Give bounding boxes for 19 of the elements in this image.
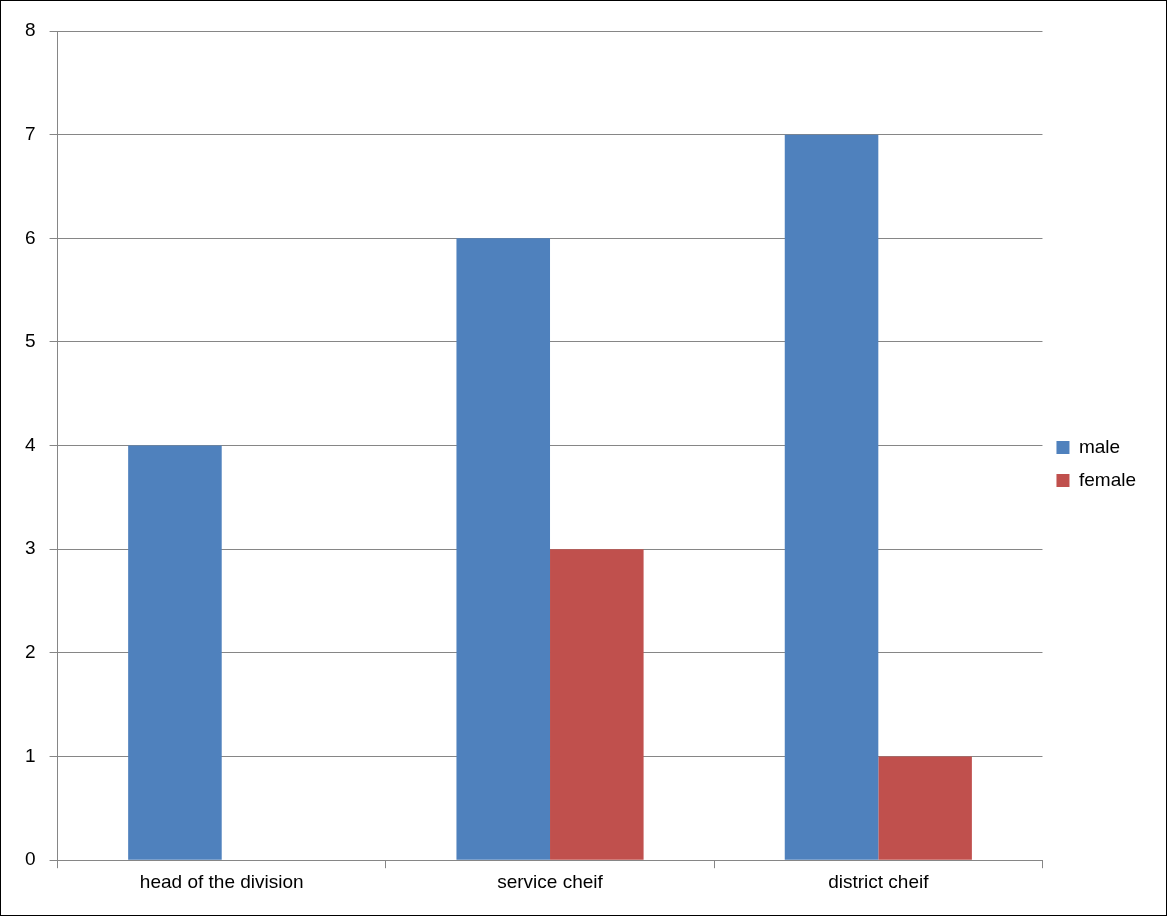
legend-label: female	[1078, 468, 1136, 490]
y-tick-label: 5	[24, 330, 36, 352]
bar	[784, 134, 879, 860]
bar	[878, 756, 972, 860]
bar	[550, 549, 644, 860]
legend-label: male	[1078, 435, 1121, 457]
y-tick-label: 8	[24, 19, 36, 41]
y-tick-label: 7	[24, 122, 36, 144]
y-tick-label: 3	[24, 537, 36, 559]
y-tick-label: 1	[24, 744, 36, 766]
bar	[128, 445, 222, 860]
x-tick-label: service cheif	[497, 870, 604, 892]
bar	[456, 238, 551, 860]
y-tick-label: 0	[24, 848, 36, 870]
x-tick-label: district cheif	[828, 870, 930, 892]
y-tick-label: 4	[24, 433, 36, 455]
y-tick-label: 6	[24, 226, 36, 248]
y-tick-label: 2	[24, 641, 36, 663]
x-tick-label: head of the division	[139, 870, 304, 892]
